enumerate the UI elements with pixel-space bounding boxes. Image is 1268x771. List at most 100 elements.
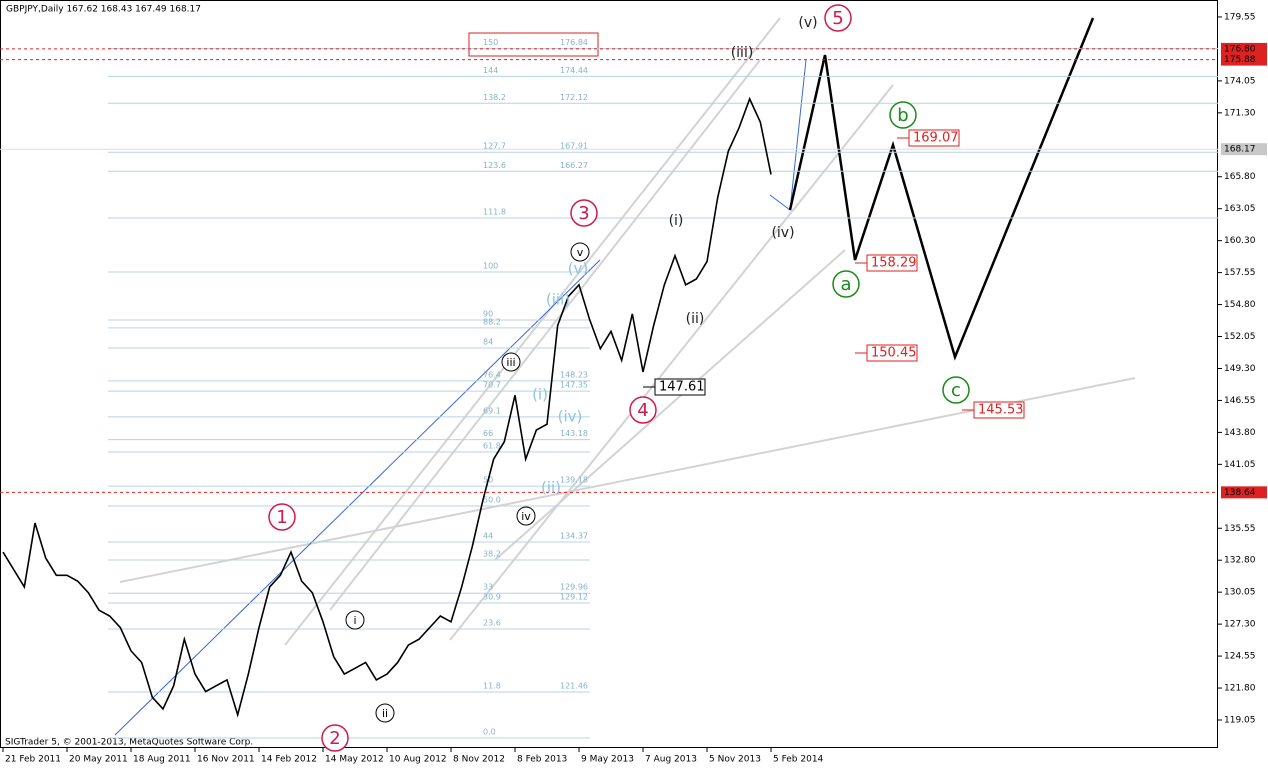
price-line: [2, 96, 772, 718]
fib-ratio: 33: [483, 583, 493, 592]
y-tick-label: 160.30: [1224, 236, 1256, 246]
fib-ratio: 30.9: [483, 592, 501, 601]
projection-path: [788, 17, 1095, 361]
chart-title: GBPJPY,Daily 167.62 168.43 167.49 168.17: [6, 5, 201, 15]
fib-ratio: 76.4: [483, 370, 501, 379]
fib-ratio: 138.2: [483, 93, 506, 102]
fib-ratio: 44: [483, 531, 493, 540]
wave-label: iv: [521, 510, 531, 523]
current-price-label: 168.17: [1224, 145, 1256, 155]
wave-circle: [375, 703, 395, 723]
price-label: 158.29: [871, 256, 917, 271]
level-label: 176.80: [1224, 44, 1256, 54]
fib-ratio: 11.8: [483, 681, 501, 690]
wave-circle: [629, 396, 657, 424]
fib-price: 139.18: [560, 476, 588, 485]
price-label: 145.53: [978, 403, 1024, 418]
wave-label: 3: [578, 203, 589, 224]
y-tick-label: 146.55: [1224, 396, 1256, 406]
y-tick-label: 152.05: [1224, 332, 1256, 342]
wave-circle: [824, 4, 852, 32]
y-tick-label: 141.05: [1224, 460, 1256, 470]
wave-circle: [268, 503, 296, 531]
x-tick-label: 18 Aug 2011: [133, 755, 191, 765]
x-tick-label: 16 Nov 2011: [197, 755, 255, 765]
fib-ratio: 0.0: [483, 728, 496, 737]
y-tick-label: 154.80: [1224, 300, 1256, 310]
fib-price: 143.18: [560, 429, 588, 438]
fib-price: 172.12: [560, 93, 588, 102]
fib-ratio: 123.6: [483, 161, 506, 170]
y-tick-label: 163.05: [1224, 204, 1256, 214]
blue-trend-line: [114, 259, 601, 736]
wave-label: (ii): [686, 311, 705, 327]
fib-ratio: 70.7: [483, 381, 501, 390]
wave-label: 2: [329, 728, 340, 749]
y-tick-label: 171.30: [1224, 108, 1256, 118]
price-box: [654, 378, 706, 396]
wave-circle: [832, 270, 860, 298]
wave-label: (iii): [546, 291, 570, 309]
wave-label: (v): [568, 260, 589, 278]
level-box: [1221, 42, 1267, 55]
wave-circle: [345, 610, 365, 630]
wave-label: c: [951, 380, 961, 401]
fib-price: 129.96: [560, 583, 588, 592]
price-box: [908, 129, 960, 147]
wave-label: i: [353, 614, 356, 627]
wave-label: (i): [532, 386, 548, 404]
y-tick-label: 149.30: [1224, 364, 1256, 374]
fib-price: 134.37: [560, 531, 588, 540]
fib-ratio: 23.6: [483, 619, 501, 628]
fib-price: 176.84: [560, 38, 588, 47]
fib-ratio: 127.7: [483, 142, 506, 151]
y-tick-label: 124.55: [1224, 652, 1256, 662]
x-tick-label: 14 Feb 2012: [261, 755, 317, 765]
fib-price: 167.91: [560, 142, 588, 151]
wave-circle: [570, 199, 598, 227]
fib-ratio: 69.1: [483, 406, 501, 415]
level-label: 138.64: [1224, 488, 1256, 498]
x-tick-label: 8 Feb 2013: [517, 755, 567, 765]
wave-label: (v): [798, 15, 817, 31]
wave-label: 4: [637, 400, 648, 421]
fib-ratio: 111.8: [483, 207, 506, 216]
price-label: 147.61: [659, 380, 705, 395]
price-box: [866, 344, 918, 362]
fib-ratio: 100: [483, 262, 498, 271]
y-tick-label: 130.05: [1224, 588, 1256, 598]
fib-price: 147.35: [560, 381, 588, 390]
fib-ratio: 61.8: [483, 442, 501, 451]
fib-price: 148.23: [560, 370, 588, 379]
fib-ratio: 90: [483, 310, 493, 319]
wave-circle: [501, 352, 521, 372]
x-tick-label: 10 Aug 2012: [389, 755, 447, 765]
fib-ratio: 84: [483, 338, 493, 347]
level-box: [1221, 486, 1267, 499]
x-tick-label: 20 May 2011: [69, 755, 128, 765]
y-tick-label: 157.55: [1224, 268, 1256, 278]
y-tick-label: 179.55: [1224, 12, 1256, 22]
fib-ratio: 38.2: [483, 549, 501, 558]
y-tick-label: 127.30: [1224, 620, 1256, 630]
wave-label: iii: [506, 356, 515, 369]
price-box: [866, 254, 918, 272]
x-tick-label: 21 Feb 2011: [5, 755, 61, 765]
fib-ratio: 150: [483, 38, 498, 47]
wave-label: 5: [832, 8, 843, 29]
price-label: 169.07: [913, 131, 959, 146]
y-tick-label: 165.80: [1224, 172, 1256, 182]
wave-label: ii: [382, 707, 388, 720]
wave-label: (iii): [731, 45, 754, 61]
wave-label: (iv): [558, 408, 583, 426]
y-tick-label: 132.80: [1224, 556, 1256, 566]
y-tick-label: 119.05: [1224, 715, 1256, 725]
current-price-box: [1221, 143, 1267, 156]
fib-ratio: 88.2: [483, 317, 501, 326]
wave-label: 1: [276, 507, 287, 528]
x-tick-label: 7 Aug 2013: [645, 755, 697, 765]
fib-ratio: 50.0: [483, 495, 501, 504]
wave-circle: [889, 101, 917, 129]
fib-price: 121.46: [560, 681, 588, 690]
